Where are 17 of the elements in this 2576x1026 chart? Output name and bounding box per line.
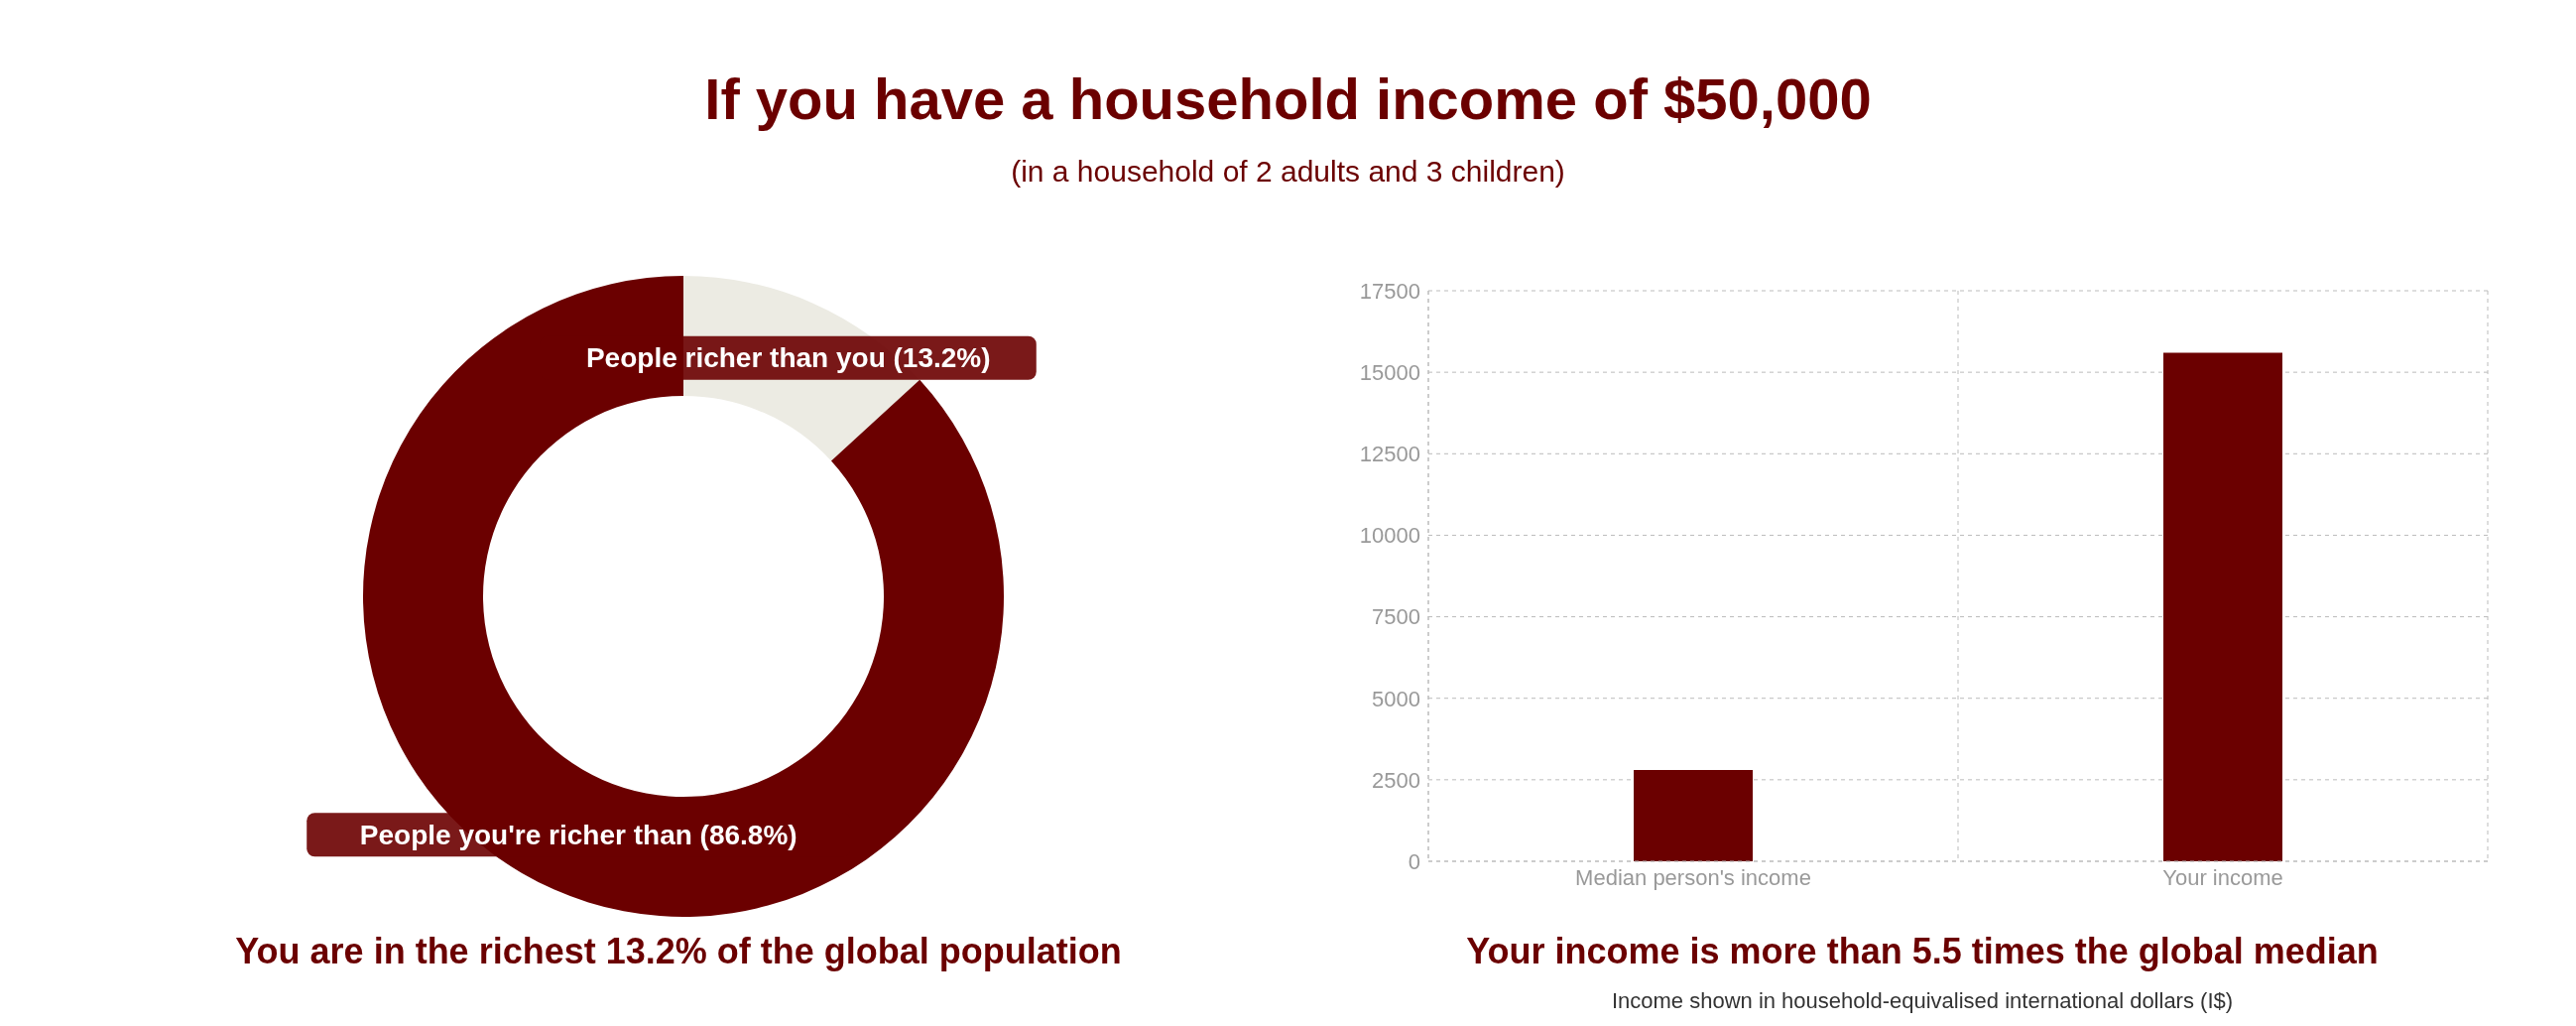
y-tick-label: 15000 (1359, 359, 1420, 385)
slice-label: People you're richer than (86.8%) (359, 819, 797, 850)
y-tick-label: 7500 (1372, 604, 1420, 630)
text: Income shown in household-equivalised international dollars (I$) (1610, 988, 2235, 1014)
y-tick-label: 0 (1408, 848, 1420, 874)
y-tick-label: 17500 (1359, 278, 1420, 304)
text: You are in the richest 13.2% of the global population (234, 931, 1123, 972)
y-tick-label: 5000 (1372, 686, 1420, 711)
x-tick-label: Your income (2162, 864, 2283, 890)
text: Your income is more than 5.5 times the global median (1465, 931, 2380, 972)
text: (in a household of 2 adults and 3 children) (1010, 155, 1566, 189)
y-tick-label: 10000 (1359, 523, 1420, 549)
slice-label: People richer than you (13.2%) (585, 342, 991, 374)
x-tick-label: Median person's income (1575, 864, 1811, 890)
y-tick-label: 2500 (1372, 767, 1420, 793)
text: If you have a household income of $50,000 (703, 65, 1873, 132)
y-tick-label: 12500 (1359, 442, 1420, 467)
